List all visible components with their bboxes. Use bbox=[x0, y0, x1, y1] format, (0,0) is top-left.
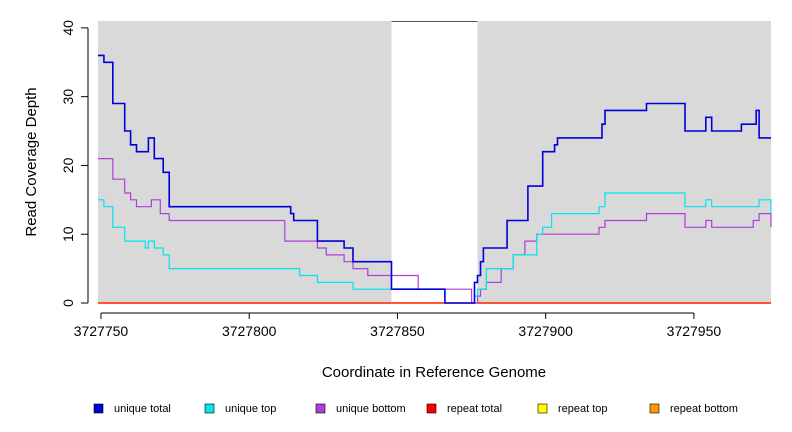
legend-unique-top-swatch bbox=[204, 403, 215, 414]
legend-repeat-top-label: repeat top bbox=[558, 403, 608, 415]
y-tick-label: 30 bbox=[60, 89, 76, 105]
legend-unique-bottom: unique bottom bbox=[315, 403, 406, 415]
legend-repeat-total: repeat total bbox=[426, 403, 502, 415]
x-tick-label: 3727800 bbox=[222, 323, 277, 339]
legend-repeat-top: repeat top bbox=[537, 403, 608, 415]
x-tick-label: 3727750 bbox=[74, 323, 129, 339]
legend-unique-bottom-label: unique bottom bbox=[336, 403, 406, 415]
legend-repeat-top-swatch bbox=[537, 403, 548, 414]
legend-unique-total: unique total bbox=[93, 403, 171, 415]
legend-repeat-bottom-label: repeat bottom bbox=[670, 403, 738, 415]
y-tick-label: 20 bbox=[60, 157, 76, 173]
legend-unique-total-label: unique total bbox=[114, 403, 171, 415]
y-tick-label: 40 bbox=[60, 20, 76, 36]
series-unique-total-line bbox=[98, 54, 771, 304]
legend-unique-total-swatch bbox=[93, 403, 104, 414]
y-tick-label: 0 bbox=[60, 299, 76, 307]
gap-region bbox=[391, 21, 478, 303]
x-tick-label: 3727850 bbox=[370, 323, 425, 339]
legend-repeat-total-swatch bbox=[426, 403, 437, 414]
legend-repeat-bottom: repeat bottom bbox=[649, 403, 738, 415]
x-tick-label: 3727900 bbox=[518, 323, 573, 339]
x-axis-title: Coordinate in Reference Genome bbox=[322, 364, 546, 381]
plot-area bbox=[98, 21, 772, 304]
legend: unique total unique top unique bottom repea… bbox=[93, 403, 738, 415]
legend-repeat-total-label: repeat total bbox=[447, 403, 502, 415]
legend-repeat-bottom-swatch bbox=[649, 403, 660, 414]
legend-unique-top-label: unique top bbox=[225, 403, 276, 415]
y-tick-label: 10 bbox=[60, 226, 76, 242]
legend-unique-bottom-swatch bbox=[315, 403, 326, 414]
y-axis-title: Read Coverage Depth bbox=[23, 87, 40, 236]
axes: 0 10 20 30 40 3727750 3727800 3727850 3727900 372… bbox=[60, 20, 721, 339]
legend-unique-top: unique top bbox=[204, 403, 276, 415]
x-tick-label: 3727950 bbox=[667, 323, 722, 339]
